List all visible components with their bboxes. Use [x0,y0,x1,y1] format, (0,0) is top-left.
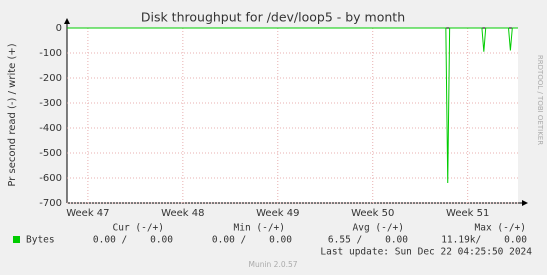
legend-header: Avg (-/+) [353,223,404,234]
x-axis-arrow [522,200,528,206]
legend-value: 11.19k/ 0.00 [441,235,527,246]
y-tick-label: -400 [39,123,62,134]
series-line [67,27,518,184]
x-tick-label: Week 51 [446,208,489,219]
x-tick-label: Week 47 [66,208,109,219]
watermark: RRDTOOL / TOBI OETIKER [536,55,544,145]
y-axis-arrow [64,18,70,24]
legend-header: Max (-/+) [475,223,526,234]
y-tick-label: -200 [39,73,62,84]
y-tick-label: -100 [39,48,62,59]
legend-label: Bytes [26,235,55,246]
plot-area [67,28,518,203]
legend-header: Cur (-/+) [113,223,164,234]
x-tick-label: Week 48 [161,208,204,219]
x-tick-label: Week 49 [256,208,299,219]
footer: Munin 2.0.57 [248,260,297,269]
legend-value: 0.00 / 0.00 [212,235,292,246]
legend-value: 0.00 / 0.00 [93,235,173,246]
y-tick-label: 0 [56,23,62,34]
legend-swatch [13,236,20,243]
chart-title: Disk throughput for /dev/loop5 - by mont… [141,10,405,25]
last-update: Last update: Sun Dec 22 04:25:50 2024 [320,247,532,258]
y-tick-label: -300 [39,98,62,109]
legend-header: Min (-/+) [234,223,285,234]
y-tick-label: -500 [39,148,62,159]
legend-value: 6.55 / 0.00 [328,235,408,246]
x-tick-label: Week 50 [351,208,394,219]
y-tick-label: -700 [39,198,62,209]
y-axis-label: Pr second read (-) / write (+) [7,43,18,186]
y-tick-label: -600 [39,173,62,184]
